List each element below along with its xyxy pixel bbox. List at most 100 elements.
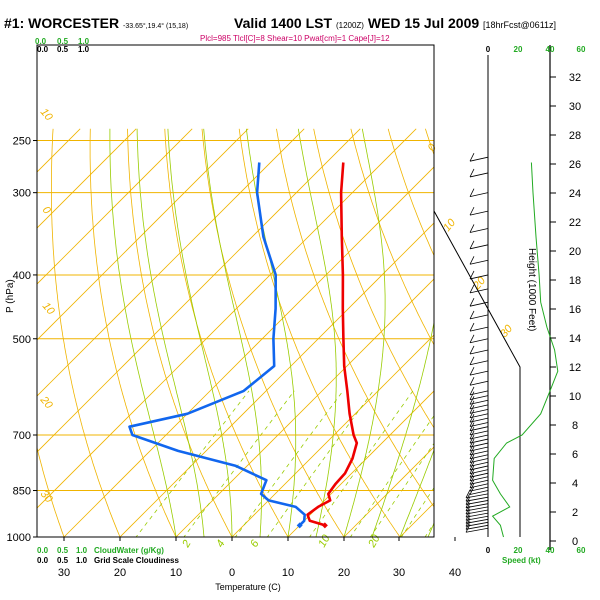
wind-barb (469, 206, 475, 216)
height-tick-label: 0 (572, 536, 578, 548)
wind-barb (469, 274, 489, 280)
wind-barb (469, 366, 475, 376)
wind-barb (469, 322, 475, 332)
mixing-ratio-line (369, 442, 434, 537)
wind-barb (469, 390, 489, 396)
height-tick-label: 8 (572, 420, 578, 432)
dry-adiabat-line (276, 128, 434, 508)
height-tick-label: 18 (569, 275, 581, 287)
temperature-tick-label: 40 (449, 567, 461, 579)
cloudiness-top-tick: 1.0 (78, 45, 90, 54)
wind-barb (469, 454, 489, 460)
height-tick-label: 4 (572, 478, 578, 490)
wind-barb (469, 334, 475, 343)
wind-barb (469, 408, 489, 414)
wind-barb (469, 479, 489, 485)
wind-top-tick: 40 (546, 45, 555, 54)
wind-speed-label: Speed (kt) (502, 556, 541, 565)
wind-barb (469, 465, 489, 471)
valid-time: Valid 1400 LST (1200Z) WED 15 Jul 2009 [… (234, 15, 556, 31)
wind-barb (469, 210, 489, 216)
wind-barb (469, 386, 475, 396)
moist-adiabat-line (399, 448, 434, 537)
wind-bottom-tick: 40 (546, 546, 555, 555)
pressure-tick-label: 850 (13, 486, 31, 498)
potential-temp-label: 10 (40, 300, 58, 318)
isotherm-line (37, 128, 137, 229)
wind-barb (469, 417, 489, 423)
potential-temp-label: 20 (37, 393, 55, 412)
moist-adiabat-line (246, 128, 297, 537)
wind-barb (469, 310, 475, 320)
height-tick-label: 32 (569, 72, 581, 84)
wind-barb (465, 489, 471, 499)
wind-panel-boundary (433, 210, 521, 537)
wind-barb (469, 430, 489, 436)
mixing-ratio-label: 2 (180, 538, 194, 550)
plot-frame (36, 44, 435, 538)
isotherm-label: 10 (441, 216, 459, 234)
wind-barb (469, 153, 475, 162)
mixing-ratio-label: 20 (366, 532, 383, 550)
wind-barb (469, 301, 489, 307)
isotherm-line (37, 128, 305, 397)
wind-barb (465, 518, 489, 524)
wind-speed-curve (491, 162, 559, 538)
station-title: #1: WORCESTER -33.65°,19.4° (15,18) (4, 15, 188, 31)
moist-adiabat-line (343, 128, 386, 537)
potential-temp-label: 10 (38, 106, 56, 124)
wind-bottom-tick: 0 (486, 546, 491, 555)
isotherm-line (343, 446, 434, 537)
height-tick-label: 16 (569, 304, 581, 316)
isotherm-line (63, 166, 434, 537)
moist-adiabat-line (136, 128, 205, 537)
wind-barb (469, 399, 489, 405)
wind-barb (469, 400, 475, 410)
series-line-dewpoint (128, 162, 306, 527)
wind-barb (469, 418, 475, 427)
wind-barb (469, 413, 475, 423)
mixing-ratio-line (424, 522, 434, 537)
wind-barb (465, 512, 489, 518)
wind-barb (469, 461, 489, 467)
cloudwater-bottom-scale: 0.0 0.5 1.0 CloudWater (g/Kg) 0.0 0.5 1.… (37, 546, 179, 565)
wind-barb (465, 524, 489, 530)
sounding-curves (128, 162, 359, 529)
isotherm-line (175, 278, 434, 537)
wind-barb (469, 422, 489, 427)
cloudiness-top-tick: 0.0 (37, 45, 49, 54)
cloudiness-top-tick: 0.5 (57, 45, 69, 54)
wind-barb (465, 500, 489, 505)
wind-bottom-tick: 60 (577, 546, 586, 555)
height-tick-label: 6 (572, 449, 578, 461)
height-tick-label: 2 (572, 507, 578, 519)
wind-barb (469, 370, 489, 376)
wind-barb (469, 240, 475, 249)
wind-barb (469, 270, 475, 280)
isotherm-line (498, 129, 600, 551)
temperature-tick-label: 20 (114, 567, 126, 579)
wind-barb (469, 409, 475, 418)
wind-top-tick: 60 (577, 45, 586, 54)
wind-barb (469, 168, 475, 178)
isotherm-line (37, 128, 417, 509)
wind-barb (469, 426, 475, 436)
wind-barb (469, 450, 489, 456)
wind-barb (469, 438, 475, 448)
wind-barb (469, 458, 489, 463)
wind-barb (469, 483, 489, 489)
pressure-tick-label: 300 (13, 188, 31, 200)
wind-barb (469, 434, 475, 444)
dry-adiabat-line (89, 128, 177, 537)
dry-adiabat-line (313, 128, 434, 429)
wind-barb (469, 156, 489, 162)
wind-barb (465, 493, 489, 499)
wind-barb (469, 430, 475, 440)
mixing-ratio-line (234, 390, 344, 537)
temperature-tick-label: 10 (170, 567, 182, 579)
wind-barb (469, 338, 489, 344)
isotherm-line (119, 222, 434, 537)
wind-barb (469, 244, 489, 250)
surface-marker-temperature (321, 522, 328, 529)
